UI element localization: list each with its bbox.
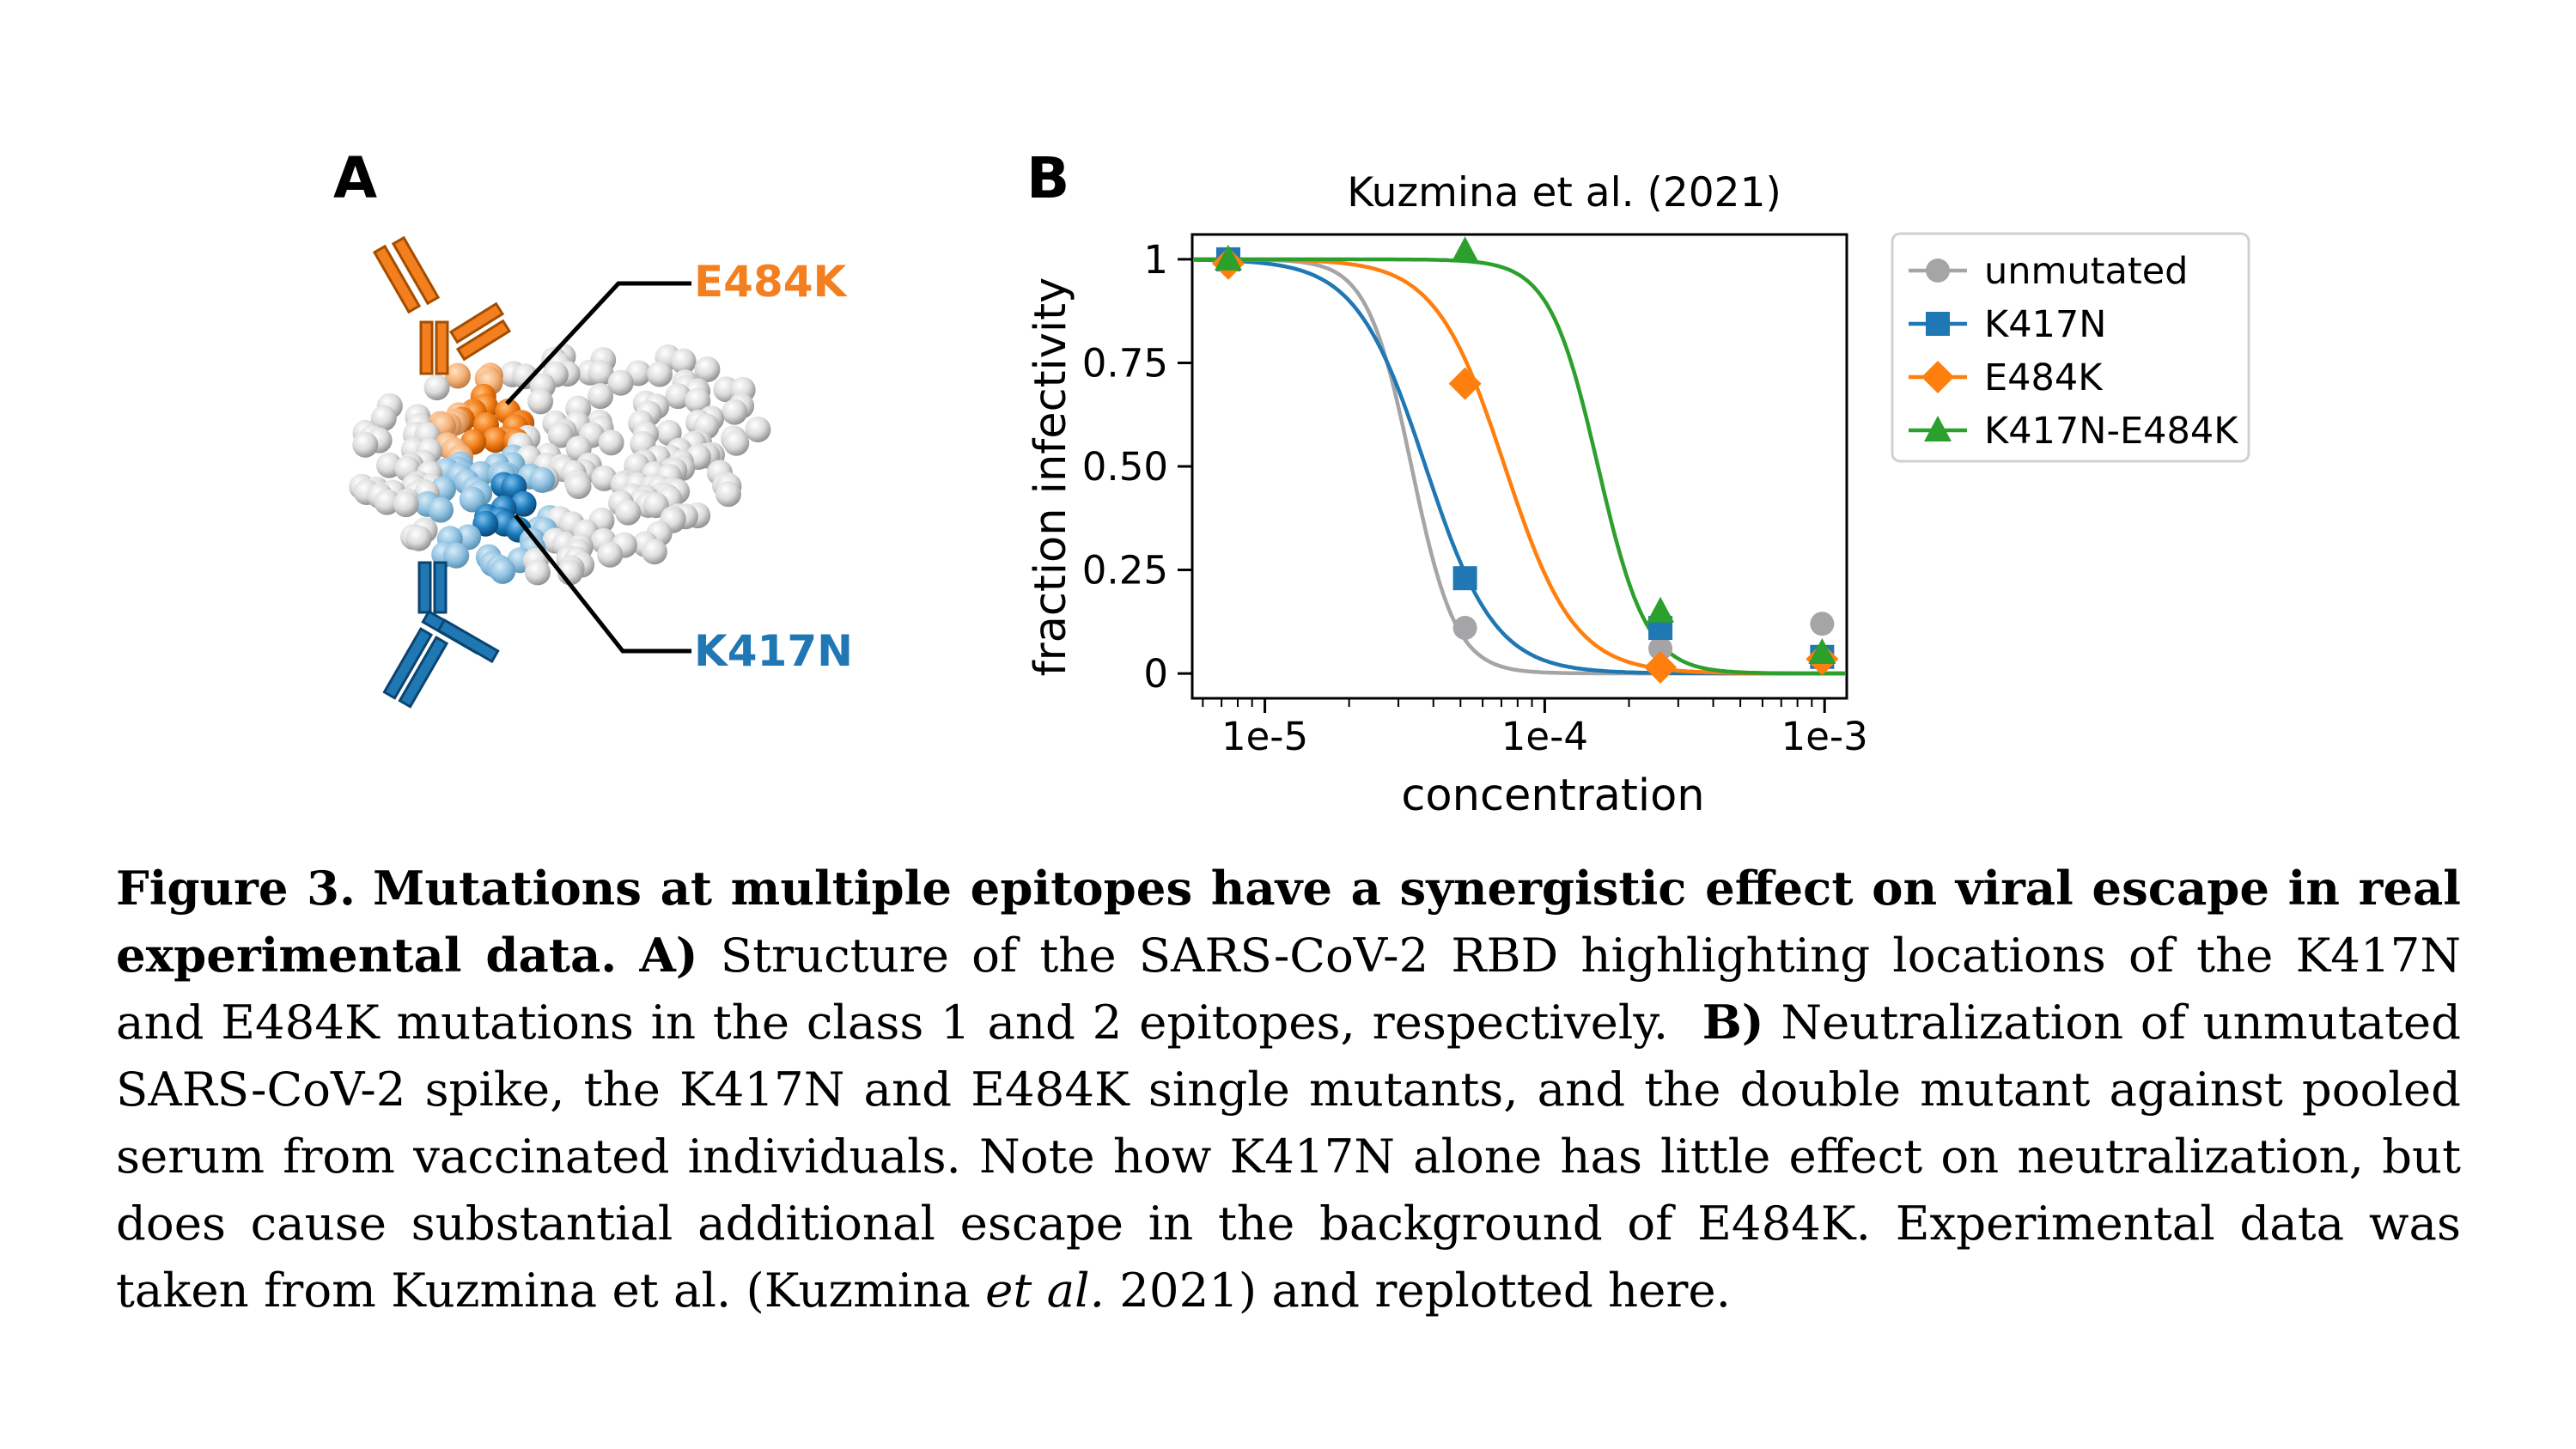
atom-sphere	[565, 473, 592, 499]
x-tick-label: 1e-4	[1501, 714, 1588, 759]
atom-sphere	[715, 481, 741, 508]
panel-b-label: B	[1026, 145, 1069, 211]
x-tick-label: 1e-3	[1781, 714, 1868, 759]
figure-title: Mutations at multiple epitopes have a sy…	[116, 861, 2462, 983]
atom-sphere	[527, 388, 554, 415]
atom-sphere	[694, 356, 721, 382]
atom-sphere	[472, 510, 499, 537]
legend-label: K417N-E484K	[1984, 410, 2239, 453]
legend-label: E484K	[1984, 356, 2104, 399]
y-axis-label: fraction infectivity	[1026, 277, 1076, 677]
caption-b-label: B)	[1702, 995, 1764, 1050]
antibody-blue-icon	[382, 561, 500, 709]
atom-sphere	[607, 369, 634, 396]
atom-sphere	[588, 360, 614, 387]
legend: unmutated K417N E484K K417N-E484K	[1891, 232, 2250, 463]
figure-label: Figure 3.	[116, 861, 356, 916]
caption-a-label: A)	[639, 928, 698, 983]
atom-sphere	[393, 491, 419, 518]
data-point-k417n-e484k	[1451, 236, 1479, 263]
caption-a-text: Structure of the SARS-CoV-2 RBD highligh…	[116, 928, 2462, 1050]
caption-b-italic: et al.	[985, 1263, 1105, 1318]
y-tick-label: 0.75	[1082, 340, 1168, 386]
legend-marker	[1921, 361, 1954, 393]
data-point-e484k	[1644, 650, 1678, 684]
y-tick-label: 0.25	[1082, 548, 1168, 594]
atom-sphere	[588, 383, 613, 410]
atom-sphere	[405, 525, 432, 551]
atom-sphere	[647, 361, 673, 387]
caption-b-text: Neutralization of unmutated SARS-CoV-2 s…	[116, 995, 2462, 1318]
atom-sphere	[370, 405, 397, 431]
atom-sphere	[723, 429, 750, 456]
legend-marker	[1926, 312, 1950, 336]
atom-sphere	[722, 399, 748, 425]
atom-sphere	[685, 387, 711, 414]
data-point-k417n-e484k	[1647, 596, 1675, 623]
atom-sphere	[423, 374, 450, 401]
atom-sphere	[459, 486, 485, 513]
y-tick-label: 1	[1143, 237, 1168, 283]
data-point-k417n	[1452, 566, 1477, 591]
atom-sphere	[445, 362, 471, 389]
k417n-label: K417N	[694, 626, 853, 676]
atom-sphere	[615, 499, 642, 526]
panel-a: A	[333, 145, 853, 709]
atom-sphere	[352, 431, 379, 458]
figure-3: A	[333, 145, 2250, 821]
legend-marker	[1926, 259, 1950, 283]
atom-sphere	[510, 490, 537, 517]
y-tick-label: 0	[1143, 651, 1168, 697]
atom-sphere	[490, 557, 516, 584]
legend-label: K417N	[1984, 303, 2106, 346]
atom-sphere	[524, 559, 551, 586]
antibody-orange-icon	[372, 235, 512, 375]
atom-sphere	[443, 542, 470, 569]
atom-sphere	[529, 466, 556, 493]
y-tick-label: 0.50	[1082, 444, 1168, 490]
atom-sphere	[374, 489, 400, 515]
caption-b-text-end: 2021) and replotted here.	[1119, 1263, 1732, 1318]
atom-sphere	[665, 383, 691, 410]
atom-sphere	[745, 417, 771, 442]
x-axis-label: concentration	[1401, 770, 1704, 821]
atom-sphere	[641, 539, 667, 565]
chart-title: Kuzmina et al. (2021)	[1347, 169, 1781, 216]
data-point-k417n-e484k	[1808, 637, 1836, 664]
data-point-unmutated	[1452, 616, 1477, 641]
atom-sphere	[597, 541, 624, 568]
legend-label: unmutated	[1984, 250, 2188, 293]
atom-sphere	[670, 348, 697, 374]
fit-curve-k417n-e484k	[1193, 257, 1846, 676]
data-point-e484k	[1448, 367, 1482, 400]
figure-caption: Figure 3. Mutations at multiple epitopes…	[116, 855, 2461, 1324]
atom-sphere	[482, 427, 509, 454]
k417n-leader-line	[514, 514, 691, 654]
data-point-k417n-e484k	[1214, 244, 1242, 271]
plot-frame	[1191, 233, 1848, 700]
e484k-label: E484K	[694, 257, 849, 307]
rbd-structure-image	[349, 344, 771, 586]
legend-marker	[1924, 416, 1952, 441]
fit-curve-unmutated	[1193, 257, 1846, 676]
atom-sphere	[428, 496, 454, 523]
atom-sphere	[598, 429, 624, 456]
fit-curve-e484k	[1193, 257, 1846, 676]
data-point-unmutated	[1648, 636, 1673, 661]
panel-a-label: A	[333, 145, 377, 211]
x-tick-label: 1e-5	[1221, 714, 1308, 759]
atom-sphere	[547, 422, 574, 448]
panel-b: B Kuzmina et al. (2021) 1e-5 1e-4 1e-3 0 0.…	[1026, 145, 2250, 821]
legend-frame	[1891, 232, 2250, 463]
e484k-leader-line	[505, 281, 691, 405]
data-point-unmutated	[1810, 612, 1835, 636]
fit-curve-k417n	[1193, 258, 1846, 676]
